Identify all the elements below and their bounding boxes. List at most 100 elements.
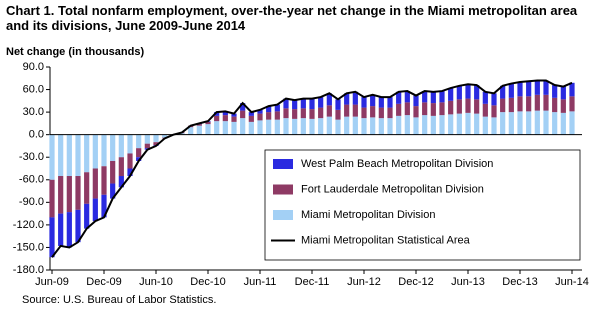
bar-segment	[240, 118, 246, 135]
bar-segment	[439, 115, 445, 135]
x-tick-label: Jun-12	[347, 276, 381, 288]
x-tick-label: Jun-13	[451, 276, 485, 288]
bar-segment	[344, 116, 350, 135]
bar-segment	[439, 91, 445, 103]
bar-segment	[283, 98, 289, 109]
legend-swatch	[273, 159, 293, 169]
bar-segment	[92, 134, 98, 169]
bar-segment	[214, 112, 220, 116]
bar-segment	[552, 85, 558, 98]
bar-segment	[534, 94, 540, 111]
bar-segment	[49, 217, 55, 258]
bar-segment	[136, 134, 142, 149]
bar-segment	[491, 117, 497, 135]
bar-segment	[396, 115, 402, 135]
bar-segment	[58, 176, 64, 214]
bar-segment	[326, 116, 332, 135]
bar-segment	[110, 134, 116, 161]
total-line	[51, 79, 573, 258]
y-tick-label: -60.0	[19, 174, 44, 186]
bar-segment	[75, 134, 81, 177]
bar-segment	[474, 113, 480, 135]
bar-segment	[543, 110, 549, 135]
bar-segment	[396, 103, 402, 116]
bar-segment	[508, 83, 514, 98]
bar-segment	[309, 98, 315, 110]
legend-label: Miami Metropolitan Statistical Area	[301, 234, 471, 246]
bar-segment	[136, 157, 142, 161]
bar-segment	[66, 212, 72, 248]
bar-segment	[560, 86, 566, 100]
bar-segment	[352, 116, 358, 135]
bar-segment	[240, 103, 246, 111]
x-tick-label: Jun-11	[244, 276, 277, 288]
bar-segment	[439, 102, 445, 116]
bar-segment	[318, 118, 324, 135]
bar-segment	[517, 111, 523, 135]
bar-segment	[543, 80, 549, 95]
bar-segment	[266, 112, 272, 120]
bar-segment	[326, 105, 332, 117]
y-tick-label: -120.0	[13, 219, 44, 231]
bar-segment	[465, 84, 471, 99]
bar-segment	[248, 115, 254, 122]
bar-segment	[456, 99, 462, 114]
bar-segment	[465, 112, 471, 135]
bar-segment	[404, 115, 410, 135]
bar-segment	[378, 97, 384, 108]
bar-segment	[361, 118, 367, 135]
bar-segment	[352, 91, 358, 105]
bar-segment	[569, 111, 575, 135]
bar-segment	[101, 166, 107, 195]
y-tick-label: -150.0	[13, 241, 44, 253]
bar-segment	[378, 118, 384, 135]
bar-segment	[508, 112, 514, 135]
bar-segment	[248, 121, 254, 135]
bar-segment	[335, 109, 341, 120]
bar-segment	[274, 104, 280, 112]
bar-segment	[66, 134, 72, 177]
bar-segment	[370, 117, 376, 135]
bar-segment	[266, 106, 272, 113]
bar-segment	[370, 94, 376, 107]
x-tick-label: Dec-10	[190, 276, 225, 288]
bar-segment	[144, 134, 150, 144]
bar-segment	[257, 109, 263, 114]
bar-segment	[482, 116, 488, 135]
bar-segment	[118, 176, 124, 188]
y-tick-label: 90.0	[23, 61, 44, 73]
bar-segment	[179, 133, 185, 135]
y-tick-label: 60.0	[23, 83, 44, 95]
bar-segment	[153, 142, 159, 146]
bar-segment	[196, 124, 202, 126]
legend-label: Fort Lauderdale Metropolitan Division	[301, 183, 484, 195]
bar-segment	[413, 106, 419, 118]
bar-segment	[274, 119, 280, 135]
bar-segment	[127, 134, 133, 154]
bar-segment	[387, 97, 393, 108]
bar-segment	[404, 91, 410, 103]
bar-segment	[552, 112, 558, 135]
bar-segment	[257, 113, 263, 121]
bar-segment	[456, 113, 462, 135]
bar-segment	[257, 120, 263, 135]
bar-segment	[84, 172, 90, 204]
bar-segment	[231, 116, 237, 122]
bar-segment	[222, 115, 228, 122]
bar-segment	[352, 104, 358, 117]
bar-segment	[543, 94, 549, 111]
x-tick-label: Jun-09	[35, 276, 69, 288]
bar-segment	[422, 91, 428, 103]
bar-segment	[404, 102, 410, 116]
bar-segment	[413, 95, 419, 107]
bar-segment	[500, 112, 506, 135]
bar-segment	[92, 168, 98, 199]
chart-title: Chart 1. Total nonfarm employment, over-…	[6, 3, 578, 33]
legend-label: West Palm Beach Metropolitan Division	[301, 158, 493, 170]
bar-segment	[560, 99, 566, 113]
x-tick-label: Dec-09	[86, 276, 121, 288]
bar-segment	[430, 103, 436, 116]
bar-segment	[49, 179, 55, 218]
bar-segment	[84, 134, 90, 173]
